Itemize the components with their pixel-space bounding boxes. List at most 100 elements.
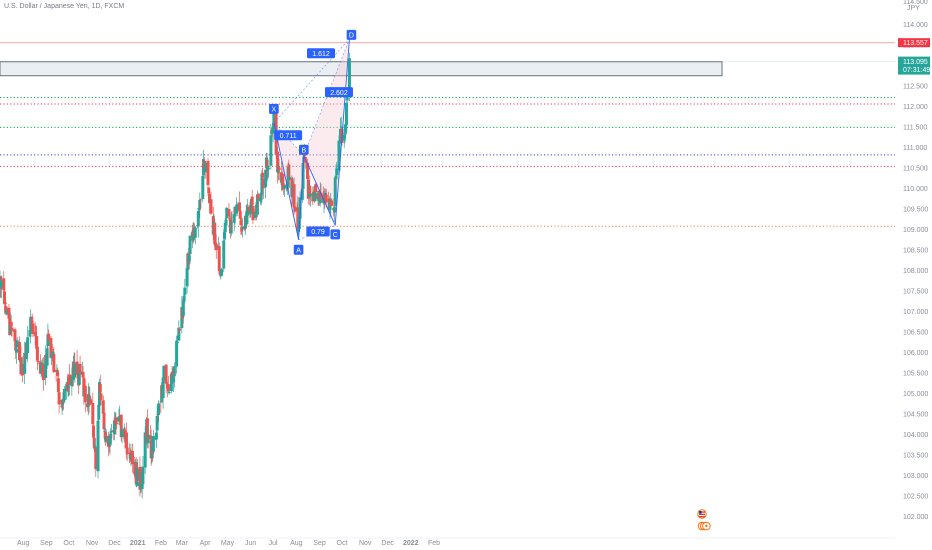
candle-body: [29, 316, 33, 333]
candle: [99, 392, 103, 406]
candle: [227, 203, 231, 221]
pattern-point-a-bg: [293, 244, 304, 255]
pattern-diagonal-xb: [273, 122, 305, 156]
ratio-label-text: 2.602: [330, 90, 348, 97]
pattern-diagonal-xd: [273, 38, 350, 124]
time-tick-label: Sep: [40, 540, 53, 547]
candle-body: [91, 402, 95, 425]
candle: [141, 456, 145, 486]
candle-body: [57, 392, 61, 405]
candle-body: [297, 229, 301, 233]
pattern-point-c[interactable]: C: [330, 229, 341, 240]
candle-body: [104, 432, 108, 441]
ratio-label-bg: [306, 226, 330, 237]
candle-body: [130, 450, 134, 465]
candle: [56, 369, 60, 393]
candle-body: [35, 346, 39, 361]
candle: [36, 360, 40, 365]
candle-body: [73, 363, 77, 378]
candle-body: [13, 329, 17, 342]
pattern-point-a[interactable]: A: [293, 244, 304, 255]
time-tick-label: Nov: [359, 540, 372, 547]
candle-body: [188, 235, 192, 255]
pattern-point-b[interactable]: B: [299, 144, 309, 155]
candle-body: [89, 399, 93, 405]
candle-body: [45, 348, 49, 366]
candle: [335, 161, 339, 176]
candle-body: [175, 340, 179, 367]
time-tick-label: Aug: [290, 540, 303, 547]
candle-body: [151, 436, 155, 452]
ratio-label[interactable]: 0.79: [306, 226, 330, 237]
event-dot: [705, 524, 708, 528]
candle-body: [178, 328, 182, 331]
candle-body: [136, 468, 140, 482]
candle-body: [234, 207, 238, 214]
candle: [196, 209, 200, 238]
time-tick-label: Dec: [381, 540, 394, 547]
candle-body: [9, 321, 13, 327]
candle: [314, 182, 318, 200]
pattern-point-d[interactable]: D: [346, 29, 357, 40]
candle: [225, 206, 229, 227]
candle: [344, 101, 348, 135]
candle-body: [276, 151, 280, 173]
candle-body: [222, 240, 226, 269]
price-axis[interactable]: 114.500JPY114.000113.500113.000112.50011…: [898, 0, 930, 521]
candle: [29, 309, 33, 344]
economic-events-icon[interactable]: [697, 521, 711, 531]
candle-body: [98, 383, 102, 393]
candle-body: [23, 352, 27, 374]
candle: [264, 169, 268, 199]
candle-body: [347, 58, 351, 93]
candle-body: [343, 133, 347, 135]
candle-body: [26, 337, 30, 354]
candle: [2, 271, 6, 294]
target-price-badge[interactable]: 113.557: [898, 38, 930, 48]
candle-body: [344, 124, 348, 133]
candle-body: [185, 268, 189, 287]
candle-body: [207, 187, 211, 194]
price-zone-box[interactable]: [0, 61, 723, 77]
candle: [229, 211, 233, 237]
candle-body: [36, 360, 40, 362]
price-tick-label: 107.500: [903, 289, 928, 296]
pattern-point-x-bg: [269, 103, 279, 114]
price-tick-label: 104.500: [903, 412, 928, 419]
candle: [83, 379, 87, 413]
candle-body: [162, 366, 166, 380]
ratio-label[interactable]: 2.602: [324, 87, 353, 98]
pattern-point-x[interactable]: X: [269, 103, 279, 114]
candle-body: [309, 193, 313, 196]
ratio-label[interactable]: 0.711: [274, 130, 303, 141]
economic-events[interactable]: [697, 509, 711, 531]
candle: [240, 218, 244, 238]
candle: [68, 364, 72, 396]
candle-body: [49, 337, 53, 358]
pattern-point-c-text: C: [333, 232, 338, 239]
time-axis[interactable]: Aug Sep Oct Nov Dec 2021 Feb Mar Apr May Jun Jul Aug…: [0, 537, 895, 547]
candle: [55, 364, 59, 373]
candle: [276, 162, 280, 181]
candle: [5, 306, 9, 316]
candle-body: [298, 197, 302, 219]
candle: [14, 344, 18, 364]
time-tick-label: Oct: [63, 540, 74, 547]
candle-body: [293, 206, 297, 212]
candle-body: [20, 364, 24, 376]
ratio-label[interactable]: 1.612: [307, 48, 336, 59]
candle: [222, 231, 226, 250]
candle-body: [337, 140, 341, 171]
candle-body: [329, 200, 333, 206]
price-tick-label: 108.000: [903, 268, 928, 275]
candle-body: [109, 430, 113, 433]
candle-body: [92, 425, 96, 438]
candle: [94, 445, 98, 477]
candle-body: [240, 226, 244, 230]
candle-body: [271, 126, 275, 134]
candle: [240, 217, 244, 235]
candle-body: [170, 371, 174, 375]
us-flag-icon[interactable]: [697, 509, 707, 519]
